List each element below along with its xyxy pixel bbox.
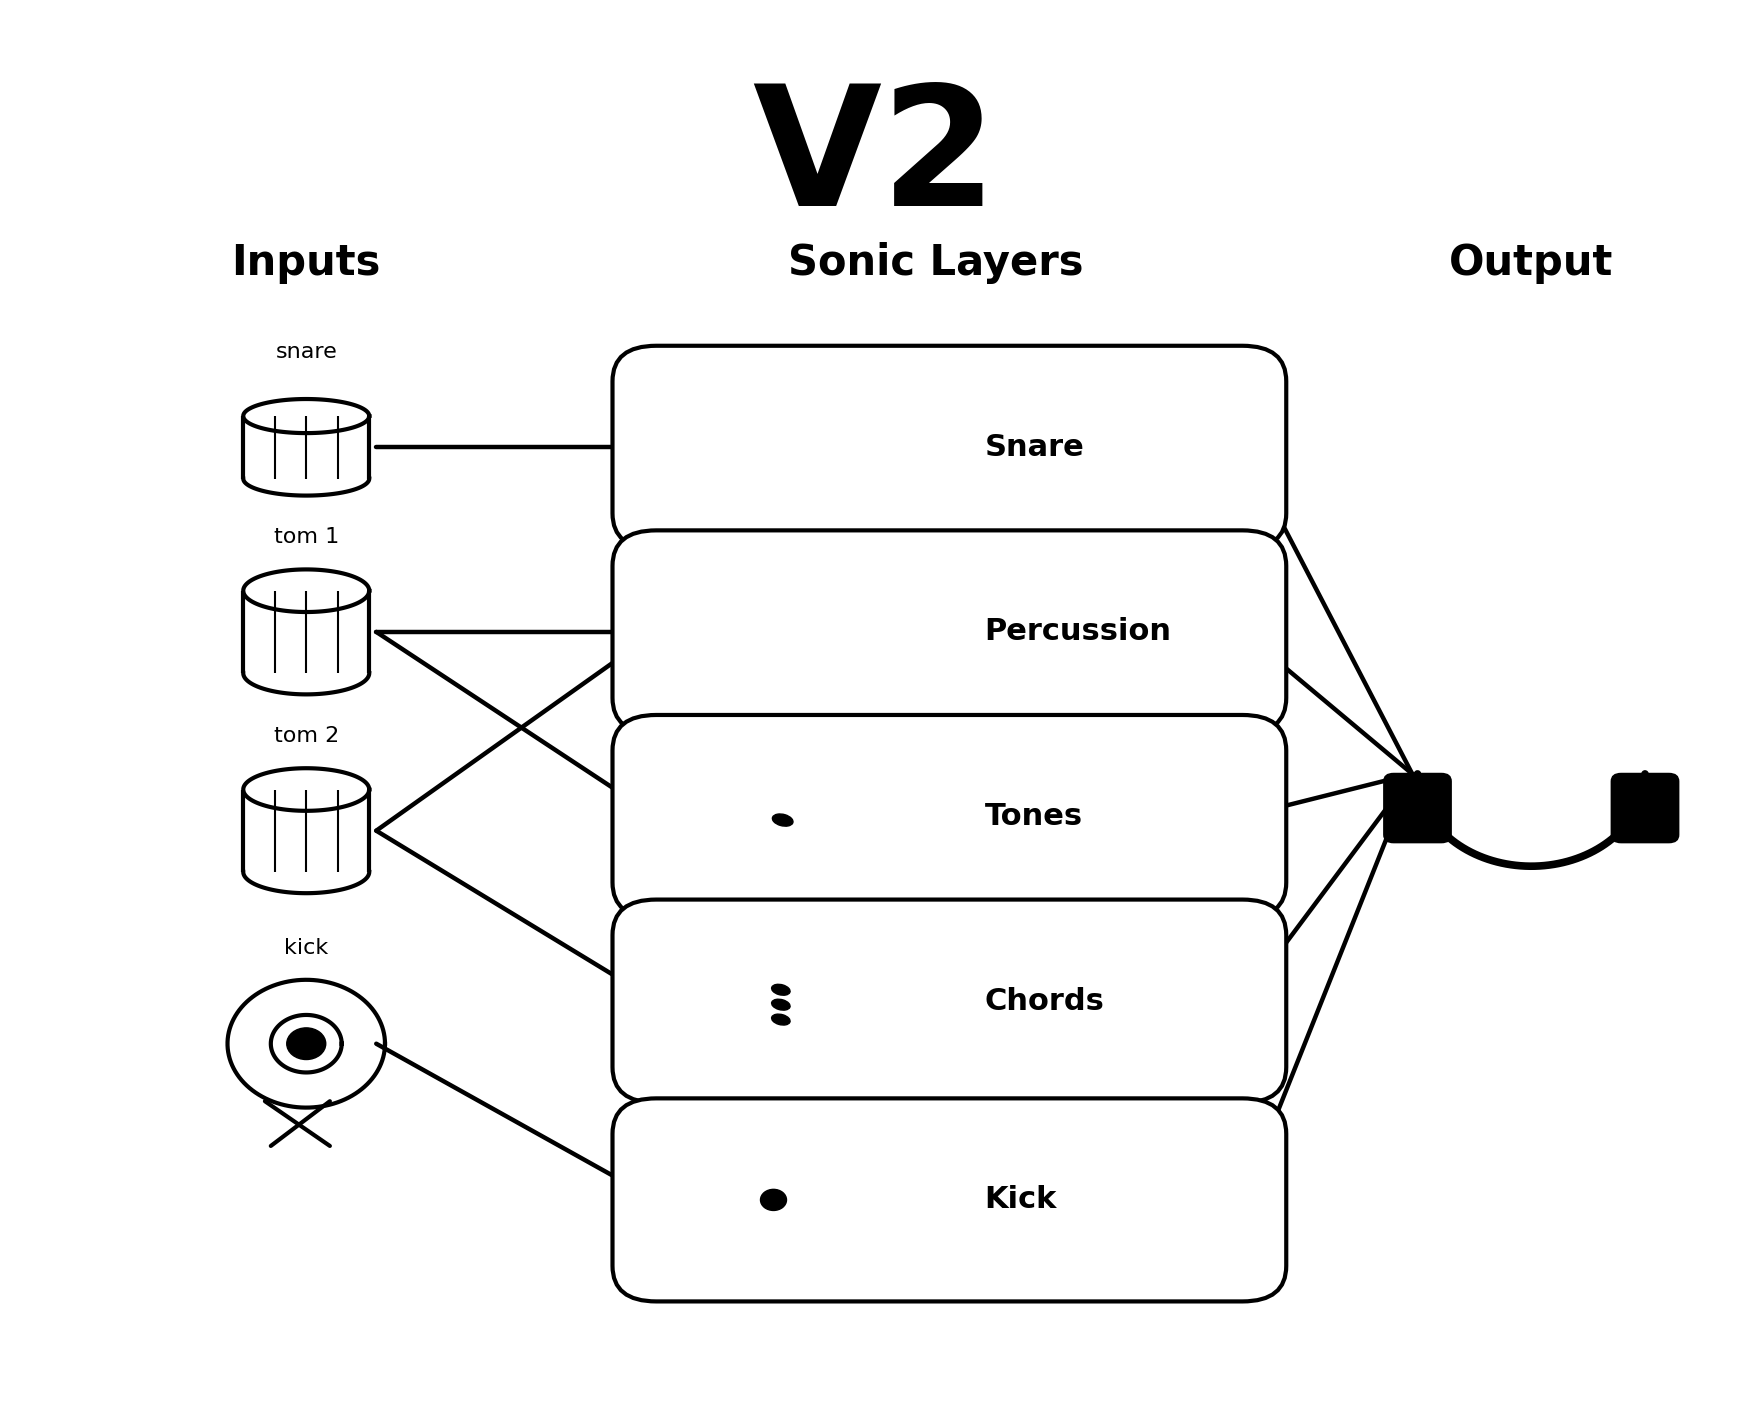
Text: snare: snare bbox=[275, 342, 338, 362]
Text: Kick: Kick bbox=[985, 1186, 1057, 1214]
FancyBboxPatch shape bbox=[612, 1099, 1286, 1301]
Ellipse shape bbox=[772, 814, 793, 826]
FancyBboxPatch shape bbox=[1610, 772, 1680, 843]
Text: V2: V2 bbox=[752, 78, 997, 241]
Text: Inputs: Inputs bbox=[231, 241, 382, 284]
Text: Sonic Layers: Sonic Layers bbox=[789, 241, 1083, 284]
Ellipse shape bbox=[772, 1014, 789, 1025]
Ellipse shape bbox=[772, 1000, 789, 1010]
Text: Percussion: Percussion bbox=[985, 618, 1171, 646]
Ellipse shape bbox=[772, 984, 789, 995]
FancyBboxPatch shape bbox=[612, 900, 1286, 1102]
FancyBboxPatch shape bbox=[612, 530, 1286, 733]
Text: Chords: Chords bbox=[985, 987, 1104, 1015]
Text: Output: Output bbox=[1449, 241, 1614, 284]
Text: kick: kick bbox=[284, 939, 329, 958]
Circle shape bbox=[287, 1028, 326, 1059]
FancyBboxPatch shape bbox=[612, 716, 1286, 919]
Circle shape bbox=[761, 1190, 786, 1210]
Text: tom 2: tom 2 bbox=[273, 726, 340, 746]
Text: Snare: Snare bbox=[985, 433, 1085, 462]
FancyBboxPatch shape bbox=[1382, 772, 1452, 843]
Text: tom 1: tom 1 bbox=[273, 527, 340, 547]
FancyBboxPatch shape bbox=[612, 345, 1286, 548]
Text: Tones: Tones bbox=[985, 802, 1083, 831]
